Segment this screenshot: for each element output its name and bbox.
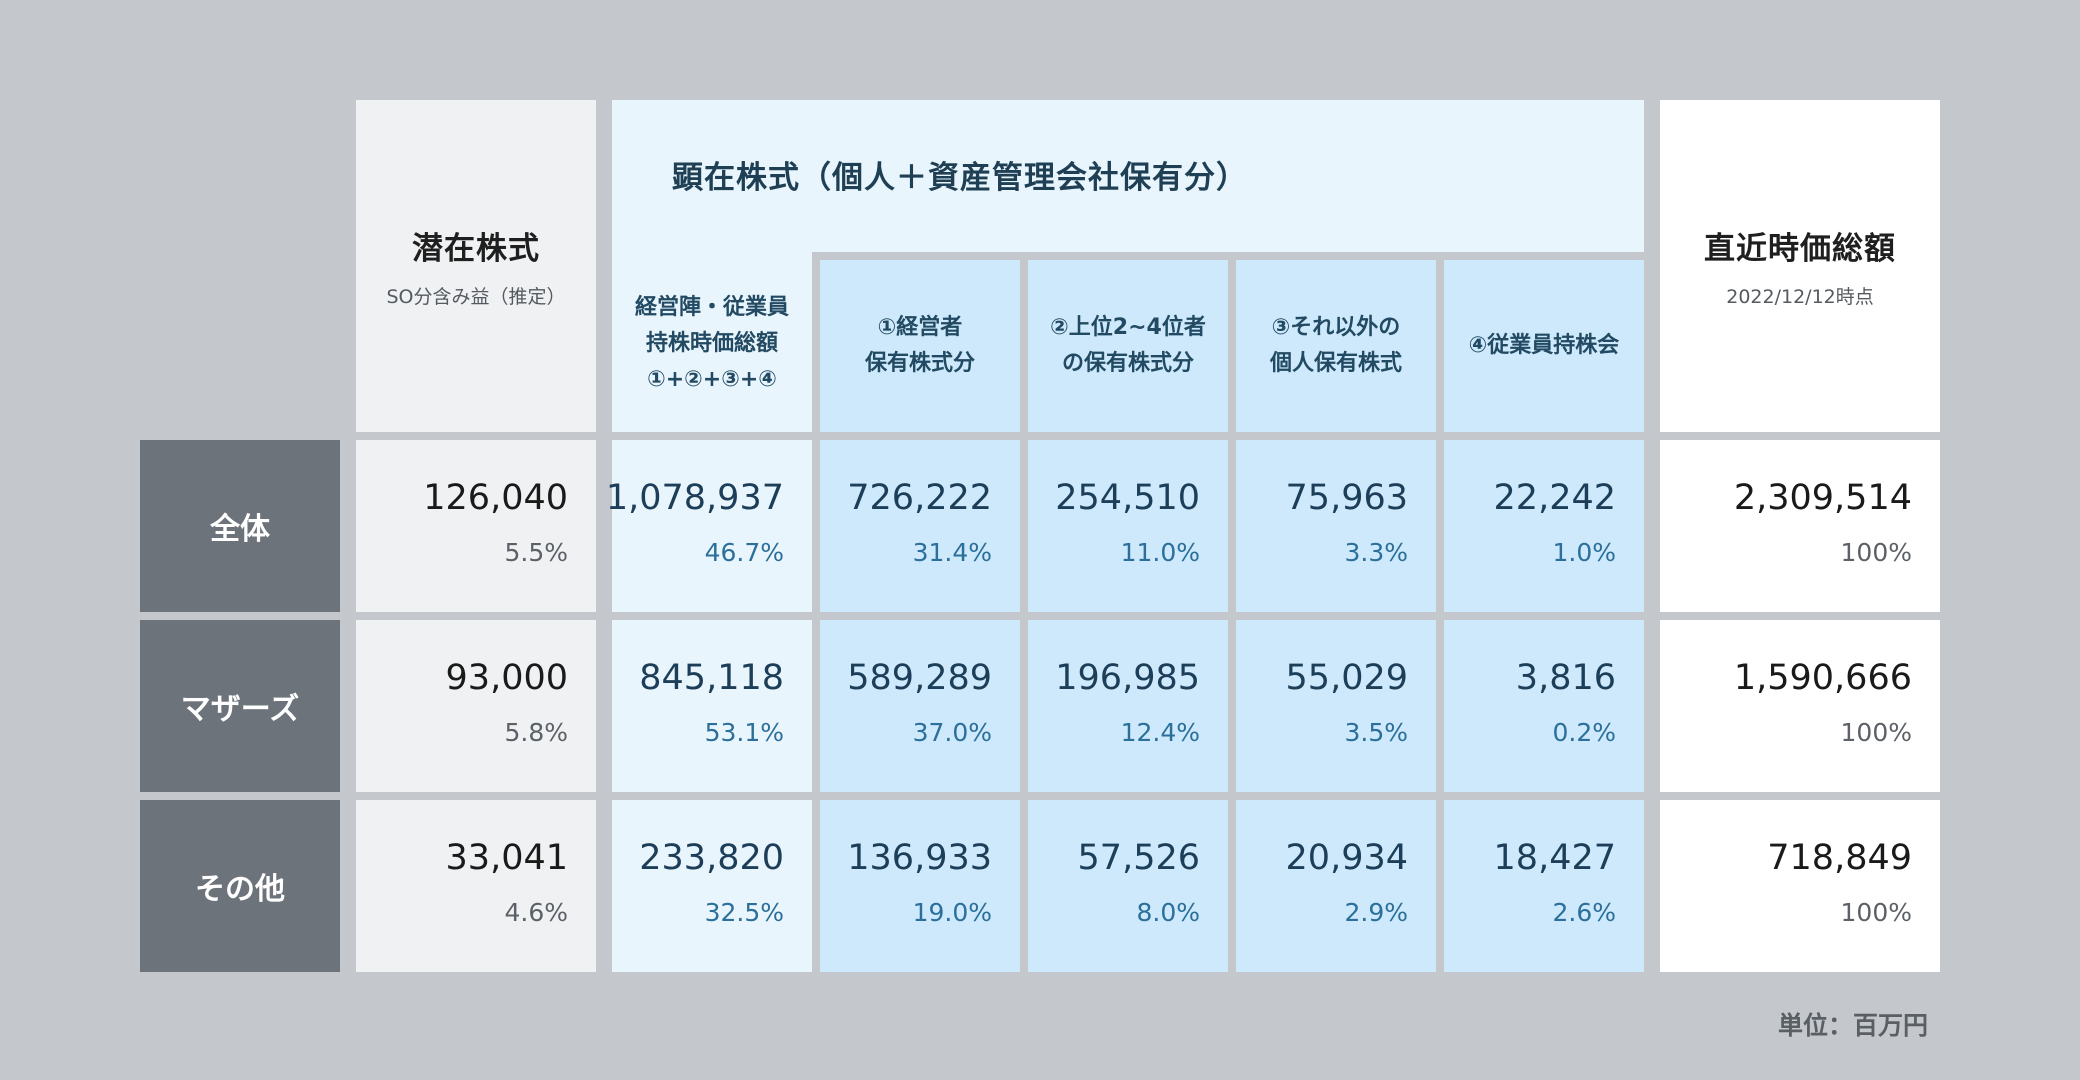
market-cap-title: 直近時価総額 [1704, 231, 1896, 267]
total-holdings-header-line1: 経営陣・従業員 [634, 295, 789, 320]
total-holdings-cell: 1,078,937 46.7% [606, 440, 812, 612]
employee-stock-plan-value: 18,427 [1493, 838, 1616, 878]
latent-value: 33,041 [445, 838, 568, 878]
employee-stock-plan-header: ④従業員持株会 [1444, 260, 1644, 432]
top2to4-shares-percent: 8.0% [1136, 898, 1200, 927]
market-cap-percent: 100% [1840, 538, 1912, 567]
other-individual-shares-value: 20,934 [1285, 838, 1408, 878]
unit-note: 単位：百万円 [1777, 1011, 1928, 1040]
top2to4-shares-value: 57,526 [1077, 838, 1200, 878]
executive-shares-value: 589,289 [847, 658, 992, 698]
total-holdings-value: 233,820 [639, 838, 784, 878]
employee-stock-plan-percent: 2.6% [1552, 898, 1616, 927]
top2to4-shares-percent: 12.4% [1120, 718, 1200, 747]
market-cap-cell: 1,590,666 100% [1660, 620, 1940, 792]
other-individual-shares-value: 75,963 [1285, 478, 1408, 518]
other-individual-shares-percent: 3.3% [1344, 538, 1408, 567]
top2to4-shares-header-line2: の保有株式分 [1061, 351, 1194, 376]
other-individual-shares-cell: 75,963 3.3% [1236, 440, 1436, 612]
total-holdings-cell: 233,820 32.5% [612, 800, 812, 972]
market-cap-percent: 100% [1840, 898, 1912, 927]
header-divider-vertical [812, 252, 820, 432]
executive-shares-cell: 726,222 31.4% [820, 440, 1020, 612]
executive-shares-value: 136,933 [847, 838, 992, 878]
top2to4-shares-value: 254,510 [1055, 478, 1200, 518]
latent-value: 93,000 [445, 658, 568, 698]
row-label-all: 全体 [140, 440, 340, 612]
market-cap-header: 直近時価総額 2022/12/12時点 [1660, 100, 1940, 432]
other-individual-shares-percent: 2.9% [1344, 898, 1408, 927]
executive-shares-percent: 19.0% [912, 898, 992, 927]
top2to4-shares-header-line1: ②上位2~4位者 [1050, 315, 1206, 340]
market-cap-cell: 2,309,514 100% [1660, 440, 1940, 612]
latent-percent: 4.6% [504, 898, 568, 927]
top2to4-shares-value: 196,985 [1055, 658, 1200, 698]
total-holdings-value: 845,118 [639, 658, 784, 698]
latent-shares-title: 潜在株式 [412, 231, 540, 267]
total-holdings-header-line2: 持株時価総額 [645, 331, 778, 356]
executive-shares-percent: 37.0% [912, 718, 992, 747]
other-individual-shares-header-line2: 個人保有株式 [1269, 351, 1402, 376]
market-cap-value: 1,590,666 [1733, 658, 1912, 698]
other-individual-shares-header: ③それ以外の 個人保有株式 [1236, 260, 1436, 432]
other-individual-shares-percent: 3.5% [1344, 718, 1408, 747]
top2to4-shares-percent: 11.0% [1120, 538, 1200, 567]
total-holdings-percent: 32.5% [704, 898, 784, 927]
latent-shares-subtitle: SO分含み益（推定） [386, 286, 566, 308]
other-individual-shares-header-line1: ③それ以外の [1271, 315, 1401, 340]
row-label-mothers: マザーズ [140, 620, 340, 792]
total-holdings-header-line3: ①+②+③+④ [647, 367, 777, 392]
employee-stock-plan-value: 3,816 [1515, 658, 1616, 698]
other-individual-shares-value: 55,029 [1285, 658, 1408, 698]
total-holdings-value: 1,078,937 [605, 478, 784, 518]
employee-stock-plan-cell: 22,242 1.0% [1444, 440, 1644, 612]
top2to4-shares-cell: 196,985 12.4% [1028, 620, 1228, 792]
total-holdings-percent: 53.1% [704, 718, 784, 747]
top2to4-shares-header: ②上位2~4位者 の保有株式分 [1028, 260, 1228, 432]
executive-shares-value: 726,222 [847, 478, 992, 518]
latent-value: 126,040 [423, 478, 568, 518]
top2to4-shares-cell: 57,526 8.0% [1028, 800, 1228, 972]
manifest-shares-group-title: 顕在株式（個人＋資産管理会社保有分） [672, 160, 1248, 196]
market-cap-date: 2022/12/12時点 [1726, 286, 1874, 308]
executive-shares-cell: 136,933 19.0% [820, 800, 1020, 972]
row-label-other: その他 [140, 800, 340, 972]
latent-percent: 5.8% [504, 718, 568, 747]
total-holdings-header: 経営陣・従業員 持株時価総額 ①+②+③+④ [612, 256, 812, 432]
latent-shares-header: 潜在株式 SO分含み益（推定） [356, 100, 596, 432]
other-individual-shares-cell: 55,029 3.5% [1236, 620, 1436, 792]
latent-cell: 126,040 5.5% [356, 440, 596, 612]
latent-cell: 93,000 5.8% [356, 620, 596, 792]
latent-percent: 5.5% [504, 538, 568, 567]
total-holdings-percent: 46.7% [704, 538, 784, 567]
total-holdings-cell: 845,118 53.1% [612, 620, 812, 792]
market-cap-value: 718,849 [1767, 838, 1912, 878]
header-divider-vertical [1020, 260, 1028, 432]
executive-shares-cell: 589,289 37.0% [820, 620, 1020, 792]
employee-stock-plan-percent: 0.2% [1552, 718, 1616, 747]
header-divider [812, 252, 1644, 260]
employee-stock-plan-cell: 3,816 0.2% [1444, 620, 1644, 792]
employee-stock-plan-cell: 18,427 2.6% [1444, 800, 1644, 972]
executive-shares-header-line2: 保有株式分 [864, 351, 975, 376]
market-cap-percent: 100% [1840, 718, 1912, 747]
market-cap-value: 2,309,514 [1733, 478, 1912, 518]
other-individual-shares-cell: 20,934 2.9% [1236, 800, 1436, 972]
header-divider-vertical [1228, 260, 1236, 432]
latent-cell: 33,041 4.6% [356, 800, 596, 972]
executive-shares-header-line1: ①経営者 [877, 315, 963, 340]
employee-stock-plan-percent: 1.0% [1552, 538, 1616, 567]
executive-shares-header: ①経営者 保有株式分 [820, 260, 1020, 432]
header-divider-vertical [1436, 260, 1444, 432]
executive-shares-percent: 31.4% [912, 538, 992, 567]
employee-stock-plan-value: 22,242 [1493, 478, 1616, 518]
market-cap-cell: 718,849 100% [1660, 800, 1940, 972]
top2to4-shares-cell: 254,510 11.0% [1028, 440, 1228, 612]
employee-stock-plan-header-line1: ④従業員持株会 [1468, 333, 1620, 358]
